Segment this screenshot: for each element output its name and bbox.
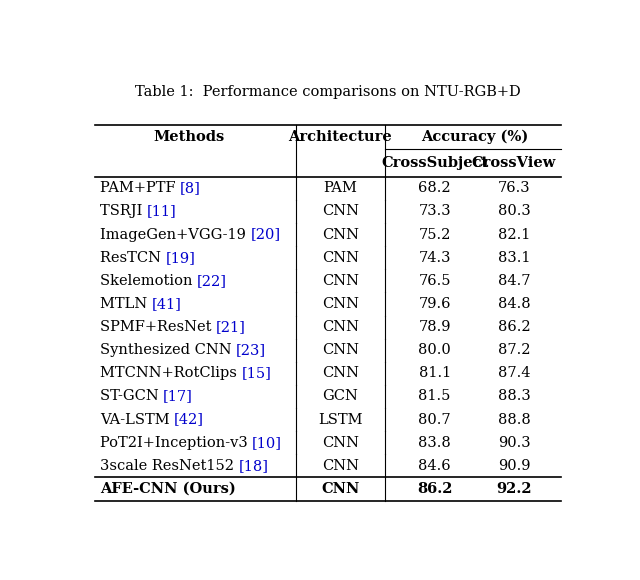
Text: CNN: CNN (322, 227, 359, 242)
Text: 82.1: 82.1 (498, 227, 530, 242)
Text: [11]: [11] (147, 205, 177, 219)
Text: CrossSubject: CrossSubject (381, 157, 488, 171)
Text: 83.8: 83.8 (419, 436, 451, 450)
Text: Accuracy (%): Accuracy (%) (420, 129, 528, 144)
Text: 86.2: 86.2 (498, 320, 531, 334)
Text: 84.7: 84.7 (498, 274, 531, 288)
Text: [15]: [15] (241, 367, 271, 380)
Text: CNN: CNN (322, 251, 359, 264)
Text: CNN: CNN (322, 436, 359, 450)
Text: 75.2: 75.2 (419, 227, 451, 242)
Text: 80.3: 80.3 (498, 205, 531, 219)
Text: 68.2: 68.2 (419, 182, 451, 195)
Text: AFE-CNN (Ours): AFE-CNN (Ours) (100, 482, 236, 496)
Text: ResTCN: ResTCN (100, 251, 166, 264)
Text: [41]: [41] (152, 297, 182, 311)
Text: 84.8: 84.8 (498, 297, 531, 311)
Text: CNN: CNN (322, 205, 359, 219)
Text: 73.3: 73.3 (419, 205, 451, 219)
Text: 83.1: 83.1 (498, 251, 531, 264)
Text: CNN: CNN (322, 297, 359, 311)
Text: PoT2I+Inception-v3: PoT2I+Inception-v3 (100, 436, 252, 450)
Text: PAM+PTF: PAM+PTF (100, 182, 180, 195)
Text: [21]: [21] (216, 320, 246, 334)
Text: 79.6: 79.6 (419, 297, 451, 311)
Text: Skelemotion: Skelemotion (100, 274, 197, 288)
Text: 90.9: 90.9 (498, 459, 531, 473)
Text: 81.1: 81.1 (419, 367, 451, 380)
Text: [19]: [19] (166, 251, 195, 264)
Text: 80.7: 80.7 (419, 412, 451, 427)
Text: 86.2: 86.2 (417, 482, 452, 496)
Text: MTCNN+RotClips: MTCNN+RotClips (100, 367, 241, 380)
Text: 74.3: 74.3 (419, 251, 451, 264)
Text: 76.5: 76.5 (419, 274, 451, 288)
Text: [18]: [18] (239, 459, 268, 473)
Text: 76.3: 76.3 (498, 182, 531, 195)
Text: VA-LSTM: VA-LSTM (100, 412, 174, 427)
Text: 80.0: 80.0 (419, 343, 451, 357)
Text: [22]: [22] (197, 274, 227, 288)
Text: [10]: [10] (252, 436, 282, 450)
Text: Architecture: Architecture (289, 130, 392, 144)
Text: TSRJI: TSRJI (100, 205, 147, 219)
Text: 84.6: 84.6 (419, 459, 451, 473)
Text: PAM: PAM (323, 182, 357, 195)
Text: GCN: GCN (323, 390, 358, 404)
Text: 90.3: 90.3 (498, 436, 531, 450)
Text: ImageGen+VGG-19: ImageGen+VGG-19 (100, 227, 250, 242)
Text: [42]: [42] (174, 412, 204, 427)
Text: [23]: [23] (236, 343, 266, 357)
Text: 88.3: 88.3 (498, 390, 531, 404)
Text: 78.9: 78.9 (419, 320, 451, 334)
Text: CNN: CNN (322, 320, 359, 334)
Text: Table 1:  Performance comparisons on NTU-RGB+D: Table 1: Performance comparisons on NTU-… (135, 85, 521, 99)
Text: CNN: CNN (322, 367, 359, 380)
Text: CNN: CNN (321, 482, 360, 496)
Text: Synthesized CNN: Synthesized CNN (100, 343, 236, 357)
Text: [8]: [8] (180, 182, 201, 195)
Text: 88.8: 88.8 (498, 412, 531, 427)
Text: CNN: CNN (322, 459, 359, 473)
Text: 87.4: 87.4 (498, 367, 531, 380)
Text: MTLN: MTLN (100, 297, 152, 311)
Text: [17]: [17] (163, 390, 193, 404)
Text: CNN: CNN (322, 274, 359, 288)
Text: CNN: CNN (322, 343, 359, 357)
Text: 3scale ResNet152: 3scale ResNet152 (100, 459, 239, 473)
Text: 92.2: 92.2 (496, 482, 532, 496)
Text: 81.5: 81.5 (419, 390, 451, 404)
Text: SPMF+ResNet: SPMF+ResNet (100, 320, 216, 334)
Text: ST-GCN: ST-GCN (100, 390, 163, 404)
Text: LSTM: LSTM (318, 412, 363, 427)
Text: [20]: [20] (250, 227, 280, 242)
Text: CrossView: CrossView (472, 157, 556, 171)
Text: Methods: Methods (154, 130, 225, 144)
Text: 87.2: 87.2 (498, 343, 531, 357)
